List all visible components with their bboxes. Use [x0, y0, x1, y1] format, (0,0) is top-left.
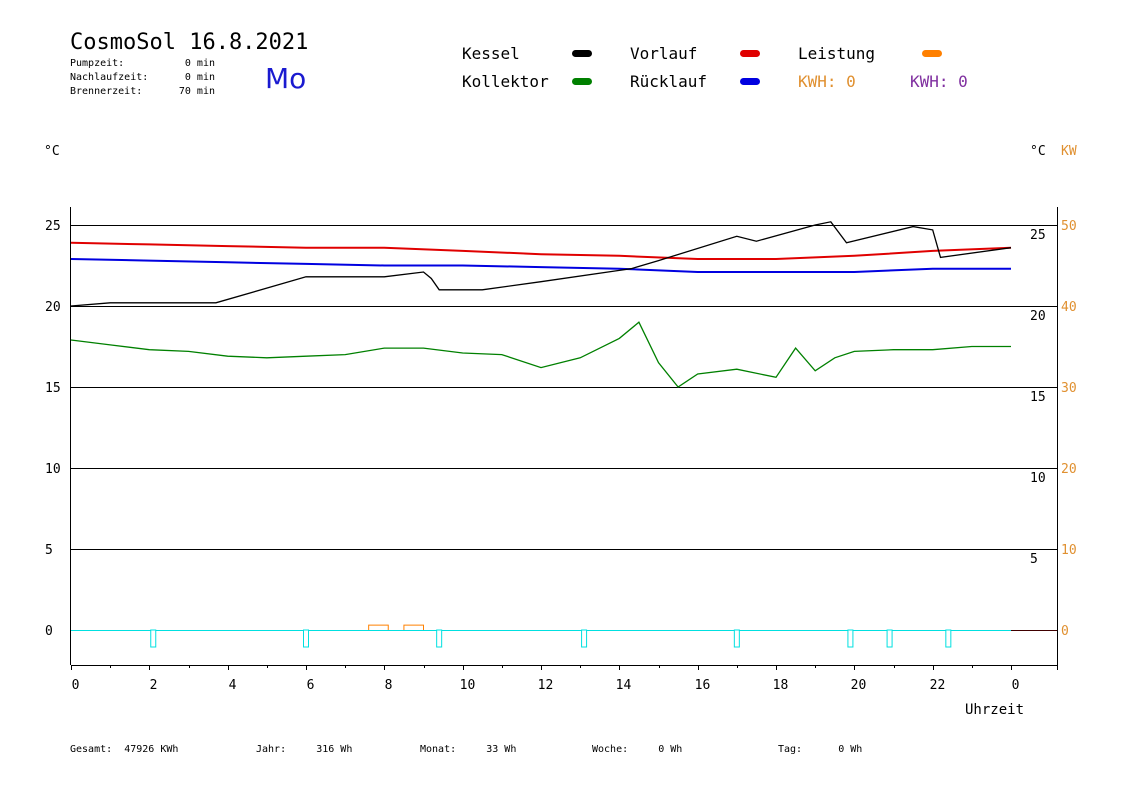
- pump-pulse-6: [886, 629, 893, 648]
- nachlauf-time-label: Nachlaufzeit:: [70, 72, 149, 83]
- x-tick-label-5: 10: [460, 678, 476, 693]
- footer-tag: Tag: 0 Wh: [778, 744, 862, 755]
- y-right-temp-tick-label-25: 25: [1030, 228, 1046, 243]
- x-tick-label-4: 8: [385, 678, 393, 693]
- footer-jahr-label: Jahr:: [256, 744, 287, 755]
- x-tick-label-11: 22: [930, 678, 946, 693]
- pump-time-value: 0 min: [184, 58, 215, 69]
- y-right-kw-tick-label-10: 10: [1061, 543, 1077, 558]
- series-leistung-pulse-1: [403, 624, 424, 630]
- x-tick-label-3: 6: [307, 678, 315, 693]
- y-right-temp-tick-label-15: 15: [1030, 390, 1046, 405]
- footer-woche-label: Woche:: [592, 744, 629, 755]
- series-line-vorlauf: [70, 241, 1012, 260]
- footer-woche-value: 0 Wh: [658, 744, 683, 755]
- legend-vorlauf-swatch: [740, 50, 760, 57]
- footer-tag-label: Tag:: [778, 744, 803, 755]
- footer-gesamt-value: 47926 KWh: [124, 744, 179, 755]
- x-tick-label-2: 4: [229, 678, 237, 693]
- y-right-kw-tick-label-0: 0: [1061, 624, 1069, 639]
- pump-time-label: Pumpzeit:: [70, 58, 125, 69]
- y-right-kw-tick-label-20: 20: [1061, 462, 1077, 477]
- right-axis-unit-kw: KW: [1061, 144, 1077, 159]
- footer-tag-value: 0 Wh: [838, 744, 863, 755]
- nachlauf-time-row: Nachlaufzeit: 0 min: [70, 72, 215, 83]
- legend-kwh-solar: KWH: 0: [798, 72, 856, 91]
- brenner-time-row: Brennerzeit: 70 min: [70, 86, 215, 97]
- legend-ruecklauf-label: Rücklauf: [630, 72, 708, 91]
- pump-pulse-7: [945, 629, 952, 648]
- left-axis-unit: °C: [44, 144, 60, 159]
- right-axis-unit: °C: [1030, 144, 1046, 159]
- x-tick-label-6: 12: [538, 678, 554, 693]
- y-left-tick-label-10: 10: [45, 462, 61, 477]
- y-right-kw-tick-label-50: 50: [1061, 219, 1077, 234]
- x-tick-label-9: 18: [773, 678, 789, 693]
- series-leistung-pulse-0: [368, 624, 389, 630]
- nachlauf-time-value: 0 min: [184, 72, 215, 83]
- y-left-tick-label-0: 0: [45, 624, 53, 639]
- legend-kessel-label: Kessel: [462, 44, 520, 63]
- footer-monat-label: Monat:: [420, 744, 457, 755]
- y-right-temp-tick-label-5: 5: [1030, 552, 1038, 567]
- x-tick-label-7: 14: [616, 678, 632, 693]
- pump-pulse-1: [303, 629, 309, 648]
- x-tick-label-12: 0: [1012, 678, 1020, 693]
- y-left-tick-label-15: 15: [45, 381, 61, 396]
- x-axis-label: Uhrzeit: [965, 702, 1025, 718]
- footer-jahr-value: 316 Wh: [316, 744, 353, 755]
- footer-woche: Woche: 0 Wh: [592, 744, 682, 755]
- pump-pulse-2: [436, 629, 443, 648]
- x-tick-label-1: 2: [150, 678, 158, 693]
- legend-leistung-label: Leistung: [798, 44, 876, 63]
- y-right-temp-tick-label-10: 10: [1030, 471, 1046, 486]
- pump-pulse-5: [847, 629, 854, 648]
- pump-time-row: Pumpzeit: 0 min: [70, 58, 215, 69]
- x-tick-label-0: 0: [72, 678, 80, 693]
- legend-kollektor-swatch: [572, 78, 592, 85]
- y-right-kw-tick-label-40: 40: [1061, 300, 1077, 315]
- footer-monat-value: 33 Wh: [486, 744, 517, 755]
- series-line-kollektor: [70, 321, 1011, 388]
- pump-pulse-4: [733, 629, 740, 648]
- pump-pulse-0: [150, 629, 157, 648]
- y-left-tick-label-5: 5: [45, 543, 53, 558]
- legend-ruecklauf-swatch: [740, 78, 760, 85]
- footer-gesamt-label: Gesamt:: [70, 744, 113, 755]
- footer-gesamt: Gesamt: 47926 KWh: [70, 744, 178, 755]
- weekday-label: Mo: [265, 62, 307, 95]
- pump-pulse-3: [581, 629, 588, 648]
- series-line-ruecklauf: [70, 258, 1011, 273]
- legend-kollektor-label: Kollektor: [462, 72, 549, 91]
- footer-jahr: Jahr: 316 Wh: [256, 744, 352, 755]
- brenner-time-value: 70 min: [178, 86, 215, 97]
- x-tick-label-8: 16: [695, 678, 711, 693]
- y-right-temp-tick-label-20: 20: [1030, 309, 1046, 324]
- y-right-kw-tick-label-30: 30: [1061, 381, 1077, 396]
- legend-vorlauf-label: Vorlauf: [630, 44, 698, 63]
- legend-kessel-swatch: [572, 50, 592, 57]
- legend-kwh-burner: KWH: 0: [910, 72, 968, 91]
- y-left-tick-label-25: 25: [45, 219, 61, 234]
- y-left-tick-label-20: 20: [45, 300, 61, 315]
- x-tick-label-10: 20: [851, 678, 867, 693]
- page-title: CosmoSol 16.8.2021: [70, 30, 309, 55]
- brenner-time-label: Brennerzeit:: [70, 86, 143, 97]
- footer-monat: Monat: 33 Wh: [420, 744, 516, 755]
- legend-leistung-swatch: [922, 50, 942, 57]
- series-line-kessel: [70, 221, 1012, 307]
